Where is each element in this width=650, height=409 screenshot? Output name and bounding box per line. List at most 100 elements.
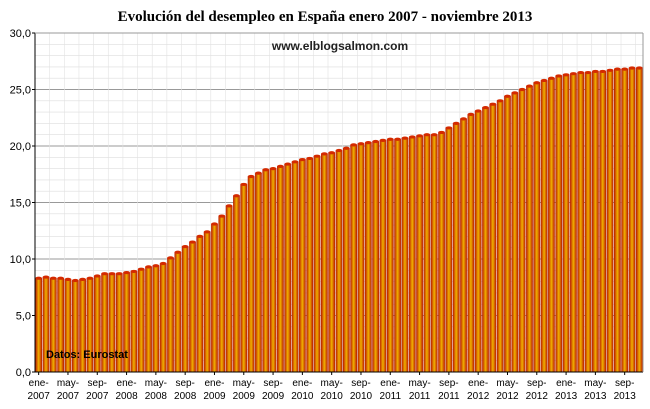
bar-2012-02	[482, 107, 489, 372]
x-tick-label: sep-2008	[174, 378, 197, 402]
bar-2013-05	[592, 71, 599, 373]
x-tick-label: may-2007	[57, 378, 80, 402]
bar-2011-11	[460, 118, 467, 372]
bar-cap-2010-03	[313, 154, 321, 158]
bar-cap-2008-04	[145, 265, 152, 269]
bar-cap-2010-10	[364, 141, 372, 145]
x-tick-label: may-2011	[408, 378, 430, 402]
x-tick-label: sep-2013	[614, 378, 637, 402]
bar-2012-09	[533, 82, 541, 372]
bar-cap-2011-09	[445, 126, 453, 130]
bar-cap-2012-12	[555, 74, 563, 78]
bar-cap-2011-02	[394, 137, 401, 141]
x-tick-label: sep-2011	[438, 378, 460, 402]
bar-2008-10	[189, 242, 196, 372]
bar-2009-01	[211, 223, 218, 372]
bar-cap-2012-05	[504, 94, 511, 98]
bar-cap-2010-07	[342, 146, 350, 150]
bar-cap-2013-09	[621, 67, 629, 71]
bar-cap-2009-03	[225, 204, 233, 208]
bar-cap-2007-08	[86, 276, 94, 280]
bar-cap-2009-07	[255, 171, 262, 175]
bar-2007-03	[49, 278, 57, 372]
bar-cap-2011-03	[401, 136, 409, 140]
bar-cap-2011-11	[460, 117, 467, 121]
x-tick-label: may-2010	[321, 378, 344, 402]
bar-2007-01	[35, 278, 43, 372]
bar-cap-2011-06	[423, 133, 431, 137]
bar-cap-2008-01	[123, 270, 130, 275]
bar-2009-04	[233, 195, 240, 372]
bar-2012-10	[540, 80, 548, 373]
bar-2009-08	[262, 169, 270, 372]
bar-2012-08	[526, 86, 533, 373]
bar-cap-2009-11	[284, 162, 292, 166]
bar-2012-04	[496, 100, 504, 373]
bar-2008-04	[145, 266, 152, 372]
bar-cap-2007-01	[35, 276, 43, 280]
x-tick-label: may-2009	[233, 378, 256, 402]
x-tick-label: sep-2009	[262, 378, 285, 402]
bar-cap-2012-11	[548, 76, 555, 80]
bar-2007-11	[108, 273, 116, 372]
bar-2010-06	[335, 150, 343, 372]
bar-2011-08	[438, 132, 445, 372]
bar-cap-2007-12	[115, 272, 123, 276]
x-tick-label: may-2012	[496, 378, 519, 402]
bar-2011-09	[445, 127, 453, 372]
bar-cap-2007-07	[79, 277, 86, 281]
bar-2010-11	[372, 141, 379, 372]
bar-2008-01	[123, 272, 130, 372]
watermark: www.elblogsalmon.com	[271, 39, 408, 53]
bar-cap-2007-02	[42, 275, 50, 279]
bar-cap-2008-12	[203, 230, 211, 234]
bar-cap-2008-06	[159, 261, 167, 266]
bar-cap-2008-11	[196, 234, 204, 238]
bar-2009-05	[240, 184, 248, 372]
x-tick-label: sep-2007	[86, 378, 109, 402]
bar-cap-2007-06	[71, 278, 79, 283]
bar-cap-2009-09	[269, 167, 277, 171]
bar-cap-2011-05	[416, 134, 423, 138]
bar-cap-2010-06	[335, 148, 343, 153]
bar-2013-07	[606, 70, 614, 372]
bar-2007-07	[79, 279, 86, 372]
bar-2012-07	[518, 89, 526, 372]
bar-2011-05	[416, 135, 423, 372]
bar-2009-12	[291, 161, 299, 372]
bar-cap-2010-08	[350, 143, 358, 147]
bar-cap-2011-12	[467, 112, 475, 116]
bar-2008-12	[203, 231, 211, 372]
bar-cap-2009-02	[218, 214, 226, 218]
bar-2013-11	[635, 68, 643, 372]
bar-cap-2007-11	[108, 272, 116, 276]
x-tick-label: sep-2012	[526, 378, 549, 402]
bar-cap-2009-08	[262, 168, 270, 172]
bar-2009-03	[225, 205, 233, 372]
bar-cap-2010-09	[357, 142, 365, 146]
bar-2012-11	[548, 78, 555, 372]
bar-2010-01	[299, 159, 306, 372]
chart-title: Evolución del desempleo en España enero …	[118, 9, 533, 25]
bar-cap-2012-03	[489, 102, 497, 106]
bars	[35, 66, 643, 373]
bar-2010-05	[328, 152, 336, 372]
x-tick-label: ene-2007	[28, 378, 51, 402]
bar-2011-01	[386, 139, 394, 372]
bar-2008-06	[159, 263, 167, 372]
bar-2009-11	[284, 164, 292, 372]
bar-cap-2012-06	[511, 91, 519, 95]
bar-2011-12	[467, 114, 475, 373]
bar-2007-09	[93, 275, 101, 372]
bar-cap-2013-08	[613, 67, 621, 71]
bar-cap-2009-04	[233, 194, 240, 198]
bar-cap-2012-10	[540, 78, 548, 83]
x-tick-label: ene-2012	[467, 378, 490, 402]
bar-2009-06	[247, 176, 255, 372]
x-ticks: ene-2007 may-2007 sep-2007 ene-2008 may-2008…	[28, 372, 637, 402]
bar-2013-03	[577, 72, 585, 373]
bar-2011-03	[401, 138, 409, 372]
bar-2011-10	[452, 123, 460, 373]
